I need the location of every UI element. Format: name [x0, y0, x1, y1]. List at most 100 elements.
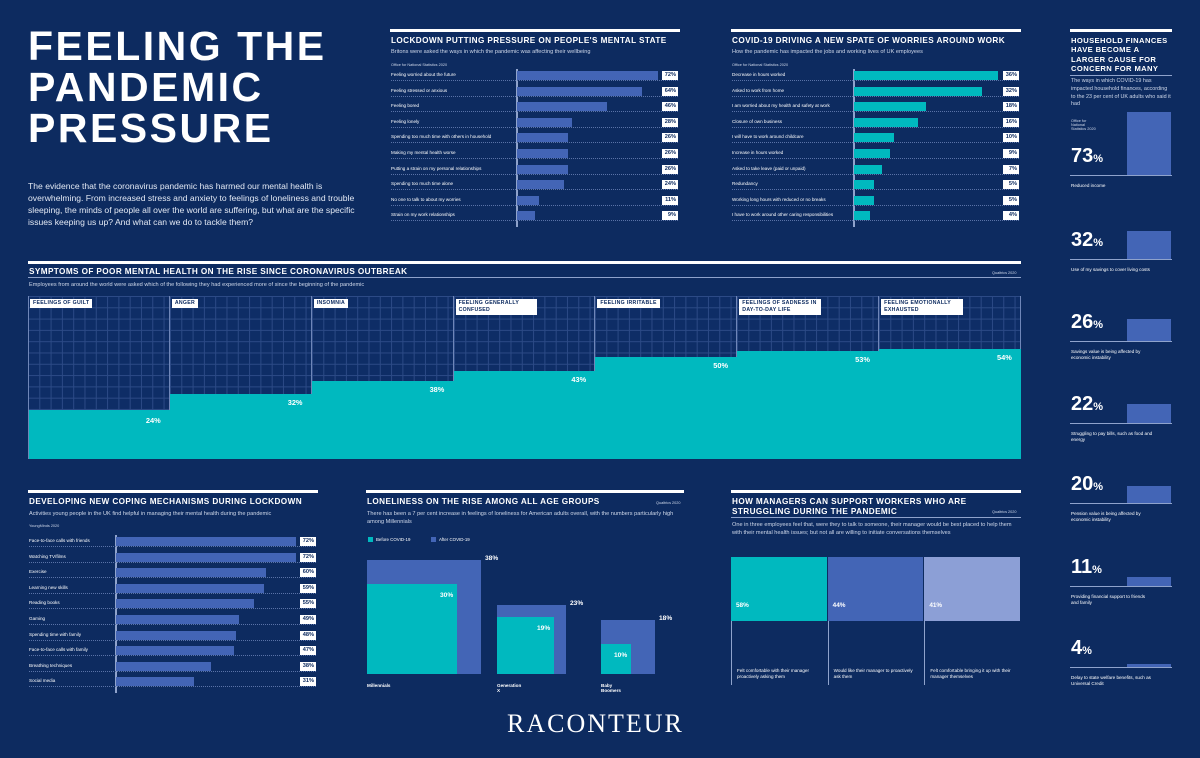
bar-value: 47% — [300, 646, 316, 656]
bar-value: 9% — [662, 211, 678, 221]
household-percent-sign: % — [1093, 401, 1104, 413]
group-label: Millennials — [367, 683, 391, 688]
managers-source: Qualtrics 2020 — [992, 510, 1017, 514]
bar — [854, 195, 874, 205]
household-value: 73% — [1071, 145, 1103, 168]
household-value: 11% — [1071, 556, 1102, 579]
before-value: 10% — [614, 652, 628, 659]
bar-label: Putting a strain on my personal relation… — [391, 165, 482, 171]
work-rule — [731, 29, 1021, 32]
household-number: 11 — [1071, 556, 1093, 578]
legend-after-swatch — [431, 537, 436, 542]
bar-guide — [391, 95, 678, 97]
legend-before-swatch — [368, 537, 373, 542]
bar-guide — [391, 126, 678, 128]
bar-label: Learning new skills — [29, 584, 68, 590]
household-percent-sign: % — [1093, 319, 1104, 331]
bar — [517, 71, 658, 80]
bar-label: Asked to work from home — [732, 87, 785, 93]
symptoms-chart: FEELINGS OF GUILT 24% ANGER 32% INSOMNIA 38% F… — [28, 296, 1021, 459]
household-percent-sign: % — [1093, 237, 1104, 249]
bar-value: 4% — [1003, 211, 1019, 221]
household-baseline — [1070, 586, 1172, 587]
bar-label: Spending time with family — [29, 631, 82, 637]
bar-value: 26% — [662, 133, 678, 143]
household-number: 20 — [1071, 473, 1094, 495]
household-percent-sign: % — [1082, 645, 1092, 657]
household-value: 32% — [1071, 229, 1103, 252]
bar-label: Working long hours with reduced or no br… — [732, 196, 826, 202]
bar — [116, 646, 234, 656]
manager-value: 58% — [736, 602, 749, 609]
chart-axis-line — [853, 69, 855, 227]
bar-guide — [29, 639, 316, 641]
bar-label: Exercise — [29, 569, 47, 575]
bar — [517, 149, 568, 158]
manager-value: 44% — [832, 602, 846, 609]
managers-subtitle: One in three employees feel that, were t… — [732, 522, 1012, 537]
bar-label: Feeling bored — [391, 103, 420, 109]
bar-value: 31% — [300, 677, 316, 687]
household-baseline — [1070, 503, 1172, 504]
household-value: 20% — [1071, 473, 1103, 496]
bar-guide — [391, 158, 678, 159]
bar-label: Spending too much time alone — [391, 181, 454, 187]
bar-guide — [29, 592, 316, 594]
bar-value: 10% — [1003, 133, 1019, 143]
bar-value: 72% — [300, 537, 316, 546]
manager-block — [827, 557, 925, 621]
household-label: Delay to state welfare benefits, such as… — [1071, 675, 1151, 687]
intro-text: The evidence that the coronavirus pandem… — [28, 181, 355, 228]
household-baseline — [1070, 667, 1172, 668]
symptom-bar — [169, 393, 312, 459]
symptom-bar — [879, 348, 1021, 459]
household-number: 73 — [1071, 145, 1094, 167]
manager-value: 41% — [929, 602, 943, 609]
bar — [854, 211, 870, 221]
coping-subtitle: Activities young people in the UK find h… — [29, 511, 272, 517]
group-label: Generation X — [497, 683, 522, 693]
bar-label: Reading books — [29, 600, 60, 606]
bar — [116, 568, 266, 578]
bar — [116, 630, 236, 640]
bar-label: I have to work around other caring respo… — [732, 212, 834, 218]
bar-guide — [732, 80, 1019, 81]
after-value: 38% — [485, 555, 499, 562]
household-label: Providing financial support to friends a… — [1071, 594, 1146, 606]
bar-label: Strain on my work relationships — [391, 212, 455, 218]
manager-block — [731, 557, 828, 621]
symptom-label: FEELING EMOTIONALLY EXHAUSTED — [881, 299, 963, 315]
before-value: 19% — [537, 625, 551, 632]
symptom-value: 43% — [571, 375, 587, 385]
bar-value: 26% — [662, 164, 678, 174]
symptom-value: 24% — [145, 415, 161, 425]
bar-label: Breathing techniques — [29, 662, 73, 668]
household-number: 26 — [1071, 311, 1094, 333]
bar — [517, 195, 539, 205]
bar-label: Closure of own business — [732, 118, 783, 124]
household-baseline — [1070, 341, 1172, 342]
bar — [854, 117, 918, 127]
bar-guide — [391, 142, 678, 144]
bar-label: Feeling stressed or anxious — [391, 87, 448, 93]
bar — [116, 661, 211, 671]
household-rule — [1070, 29, 1172, 32]
bar — [517, 164, 568, 174]
bar-label: Social media — [29, 678, 56, 684]
symptom-value: 53% — [855, 354, 870, 364]
before-square — [497, 617, 554, 674]
brand-logo: RACONTEUR — [507, 709, 684, 738]
chart-axis-line — [115, 535, 117, 693]
household-title: HOUSEHOLD FINANCES HAVE BECOME A LARGER … — [1071, 36, 1168, 74]
bar-guide — [732, 142, 1019, 144]
bar-label: Face-to-face calls with friends — [29, 538, 90, 543]
bar — [517, 86, 643, 96]
bar-value: 59% — [300, 583, 316, 593]
bar-guide — [732, 189, 1019, 191]
bar — [854, 149, 890, 158]
lockdown-source: Office for National Statistics 2020 — [391, 63, 448, 67]
bar-value: 46% — [662, 102, 678, 112]
household-percent-sign: % — [1093, 153, 1104, 165]
bar-guide — [391, 220, 678, 222]
bar-label: Decrease in hours worked — [732, 72, 786, 77]
